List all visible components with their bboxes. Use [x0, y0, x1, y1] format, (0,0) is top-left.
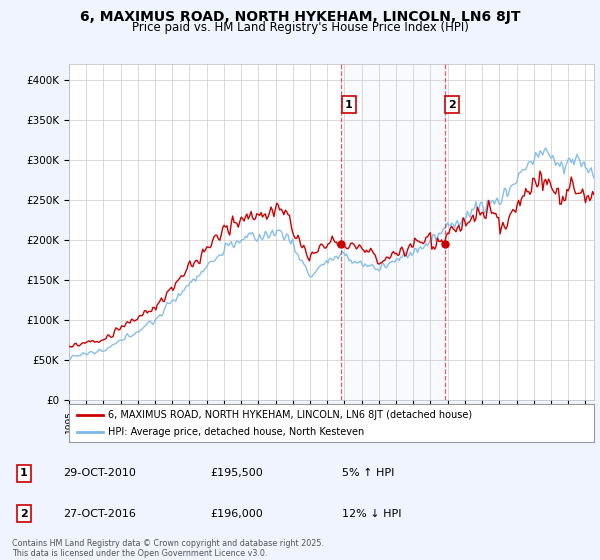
Text: 1: 1 [345, 100, 353, 110]
Text: Contains HM Land Registry data © Crown copyright and database right 2025.
This d: Contains HM Land Registry data © Crown c… [12, 539, 324, 558]
Text: 2: 2 [20, 508, 28, 519]
Text: Price paid vs. HM Land Registry's House Price Index (HPI): Price paid vs. HM Land Registry's House … [131, 21, 469, 34]
Text: 6, MAXIMUS ROAD, NORTH HYKEHAM, LINCOLN, LN6 8JT (detached house): 6, MAXIMUS ROAD, NORTH HYKEHAM, LINCOLN,… [109, 409, 473, 419]
Bar [341, 64, 445, 400]
Text: £196,000: £196,000 [210, 508, 263, 519]
Text: 2: 2 [448, 100, 456, 110]
Text: 27-OCT-2016: 27-OCT-2016 [63, 508, 136, 519]
Text: 6, MAXIMUS ROAD, NORTH HYKEHAM, LINCOLN, LN6 8JT: 6, MAXIMUS ROAD, NORTH HYKEHAM, LINCOLN,… [80, 10, 520, 24]
Text: £195,500: £195,500 [210, 468, 263, 478]
Text: 5% ↑ HPI: 5% ↑ HPI [342, 468, 394, 478]
Text: 29-OCT-2010: 29-OCT-2010 [63, 468, 136, 478]
Text: HPI: Average price, detached house, North Kesteven: HPI: Average price, detached house, Nort… [109, 427, 365, 437]
Text: 1: 1 [20, 468, 28, 478]
Text: 12% ↓ HPI: 12% ↓ HPI [342, 508, 401, 519]
